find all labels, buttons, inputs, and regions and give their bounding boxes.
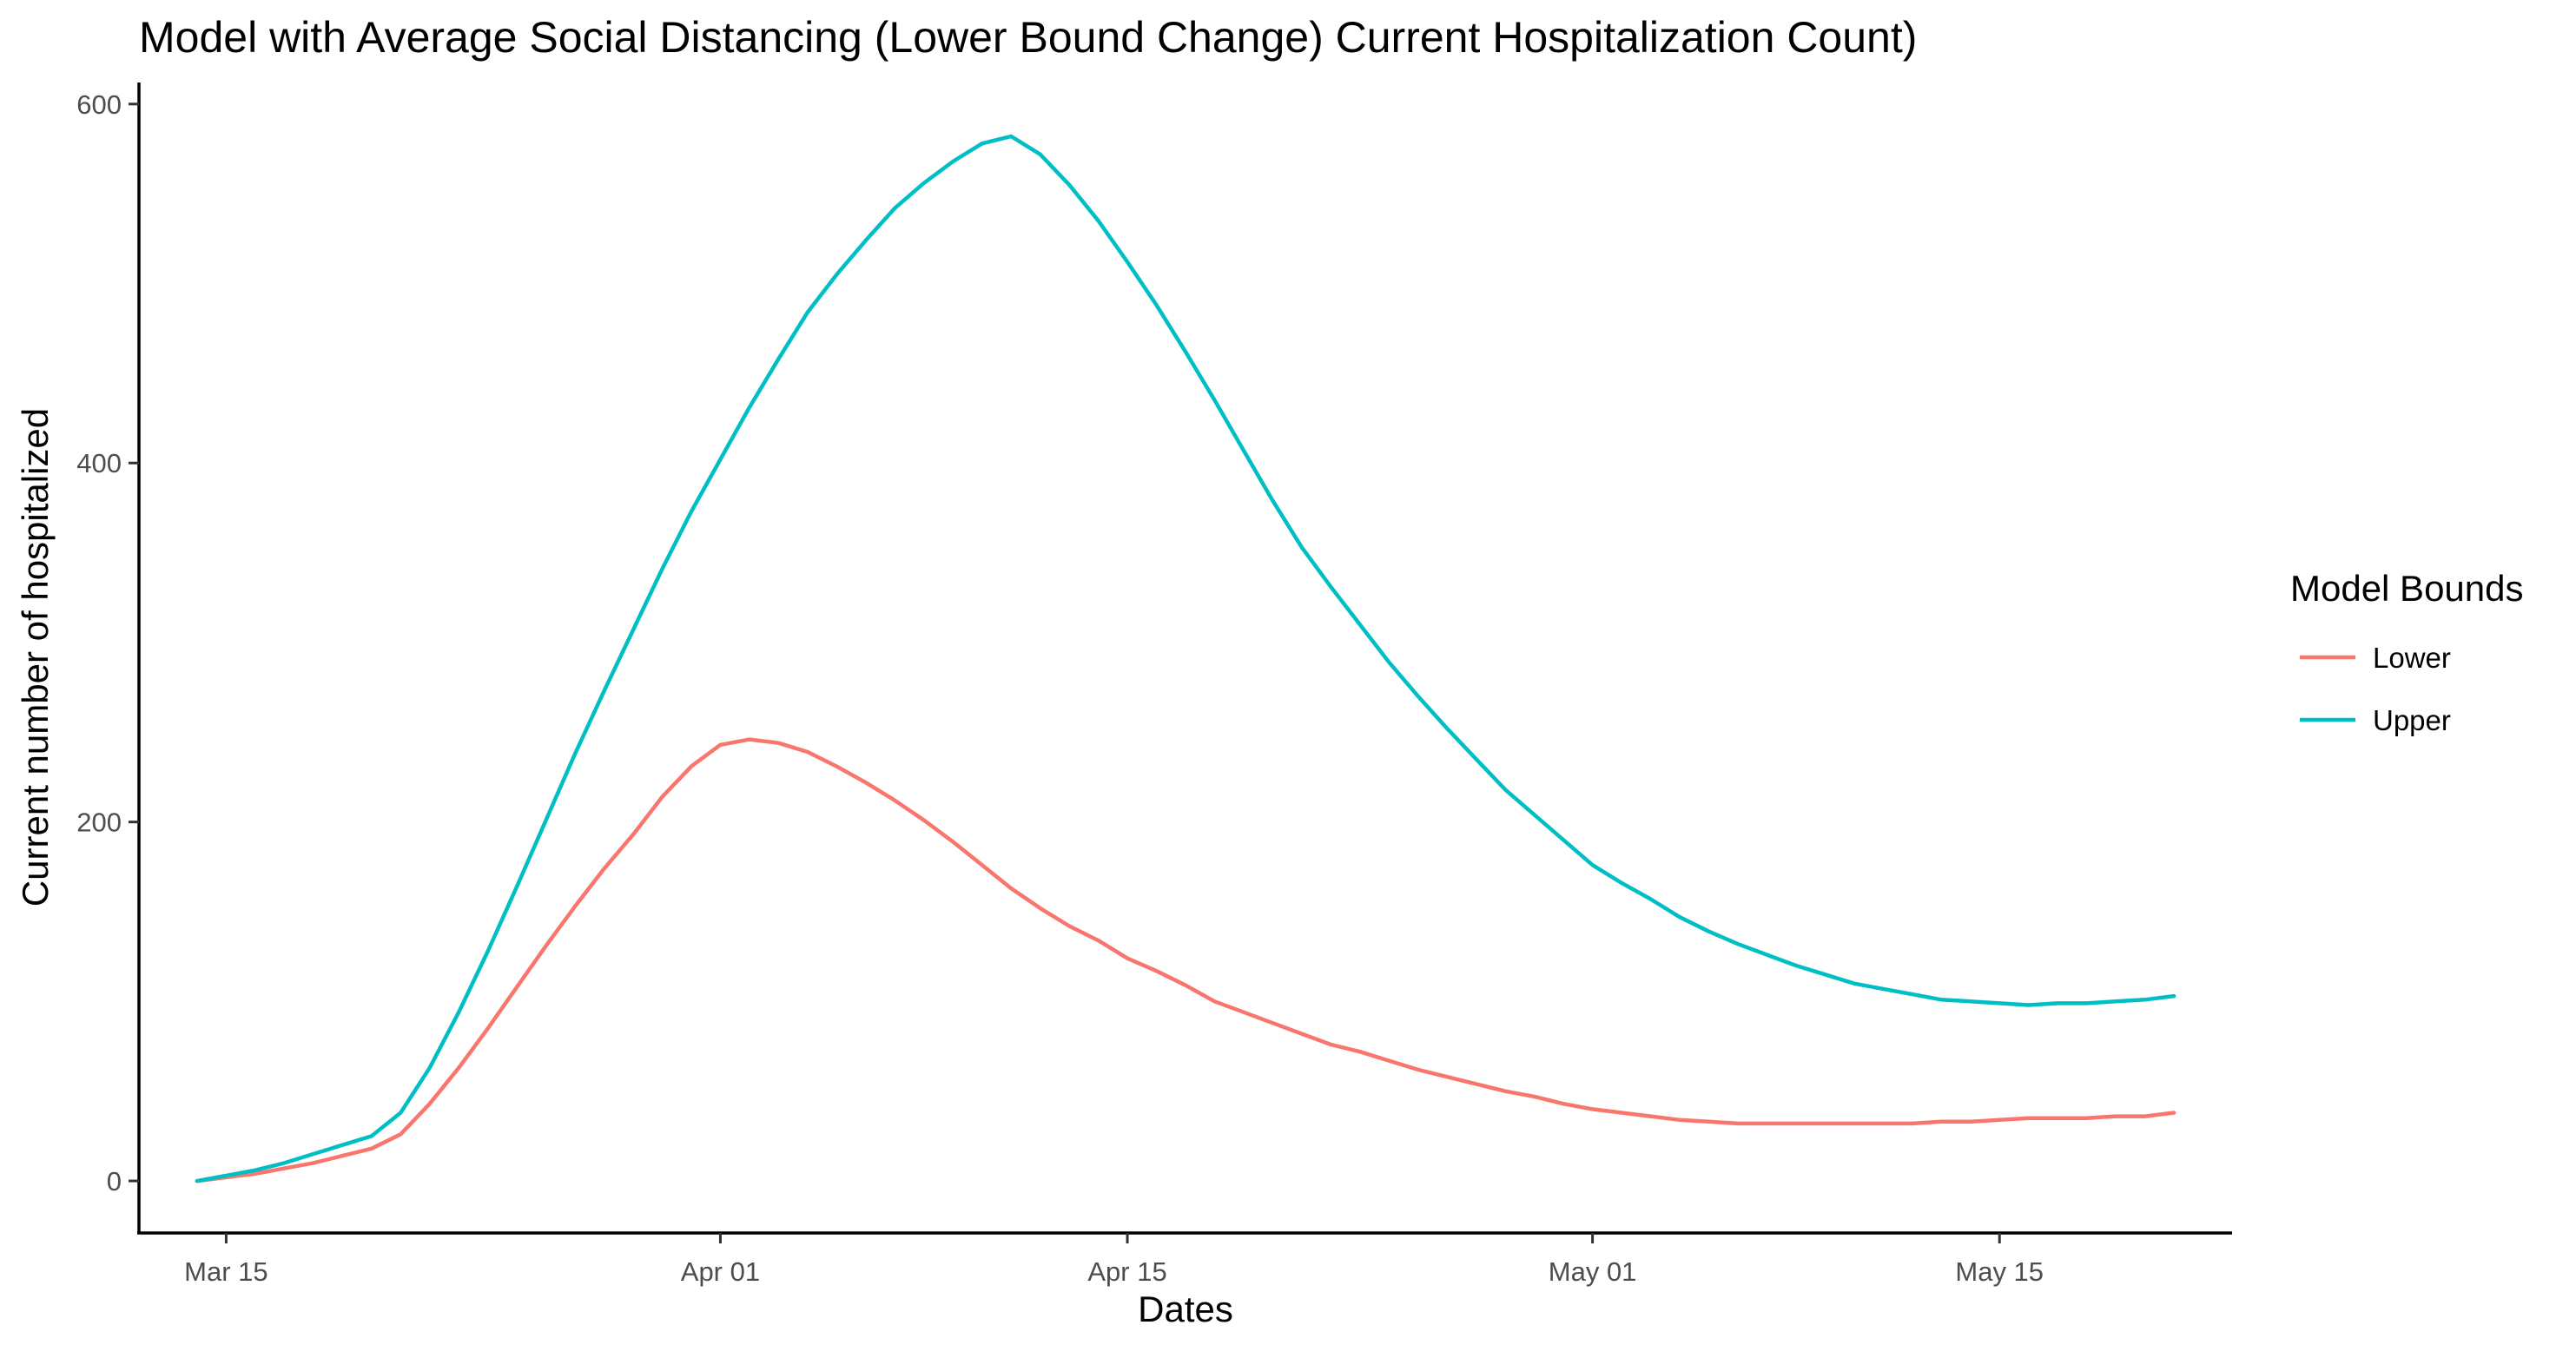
x-tick-label: May 01 xyxy=(1549,1256,1637,1287)
legend: Model Bounds Lower Upper xyxy=(2290,568,2524,736)
x-tick-label: Mar 15 xyxy=(184,1256,268,1287)
y-tick-label: 0 xyxy=(107,1166,122,1197)
chart-title: Model with Average Social Distancing (Lo… xyxy=(139,13,1917,62)
series-line-lower xyxy=(195,737,2176,1183)
series-line-upper xyxy=(195,134,2176,1183)
x-tick-label: Apr 01 xyxy=(681,1256,760,1287)
x-tick-label: Apr 15 xyxy=(1087,1256,1166,1287)
x-axis-ticks: Mar 15 Apr 01 Apr 15 May 01 May 15 xyxy=(184,1233,2044,1287)
y-tick-label: 600 xyxy=(76,89,122,120)
x-axis-title: Dates xyxy=(1138,1289,1233,1329)
y-tick-label: 400 xyxy=(76,448,122,478)
legend-label-lower: Lower xyxy=(2373,642,2451,674)
x-tick-label: May 15 xyxy=(1955,1256,2044,1287)
legend-items: Lower Upper xyxy=(2300,642,2451,736)
legend-title: Model Bounds xyxy=(2290,568,2524,609)
y-tick-label: 200 xyxy=(76,808,122,838)
plot-area xyxy=(195,134,2176,1183)
legend-label-upper: Upper xyxy=(2373,704,2451,736)
y-axis-title: Current number of hospitalized xyxy=(15,408,56,907)
y-axis-ticks: 0 200 400 600 xyxy=(76,89,139,1197)
